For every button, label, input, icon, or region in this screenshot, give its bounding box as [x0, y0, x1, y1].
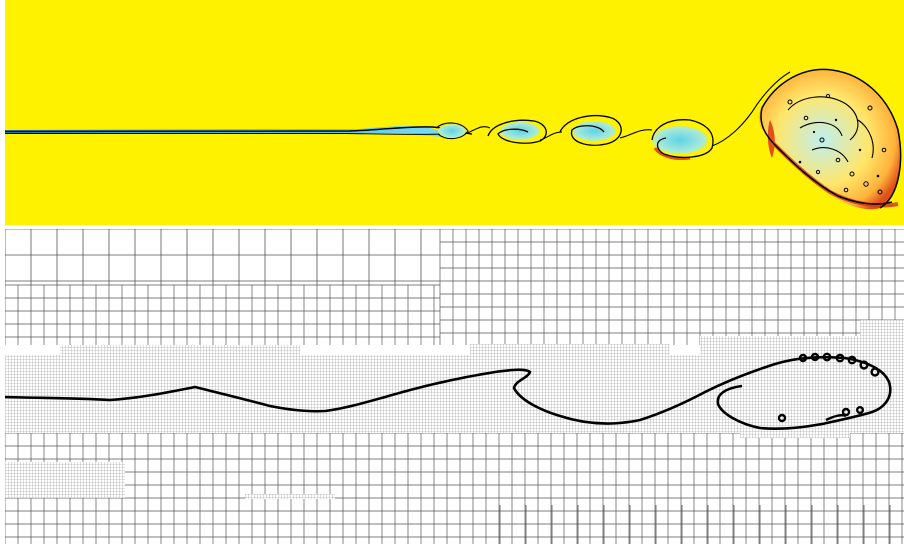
coarse-mesh: [5, 229, 891, 544]
streak-interface-lower: [5, 133, 446, 135]
head-left-flame: [767, 120, 775, 158]
droplets: [787, 93, 887, 195]
vortex-2-outline: [487, 119, 547, 144]
vortex-1-outline: [435, 122, 469, 140]
mesh-interface: [5, 355, 892, 431]
mesh-droplets: [777, 352, 880, 423]
top-panel: [5, 0, 904, 225]
vortex-4-edge: [653, 147, 691, 160]
vortex-3: [572, 121, 616, 141]
vortex-1: [438, 124, 466, 138]
head-inner-curls: [787, 96, 874, 163]
vortex-4-outline: [651, 119, 714, 159]
field-background: [5, 0, 904, 225]
droplets-filled: [798, 118, 880, 178]
head-vortex-outline: [760, 68, 902, 209]
filament: [464, 71, 791, 147]
vortex-4: [652, 126, 708, 154]
bottom-panel: [5, 229, 904, 544]
vortex-3-outline: [559, 115, 622, 146]
vortex-2: [500, 122, 540, 140]
